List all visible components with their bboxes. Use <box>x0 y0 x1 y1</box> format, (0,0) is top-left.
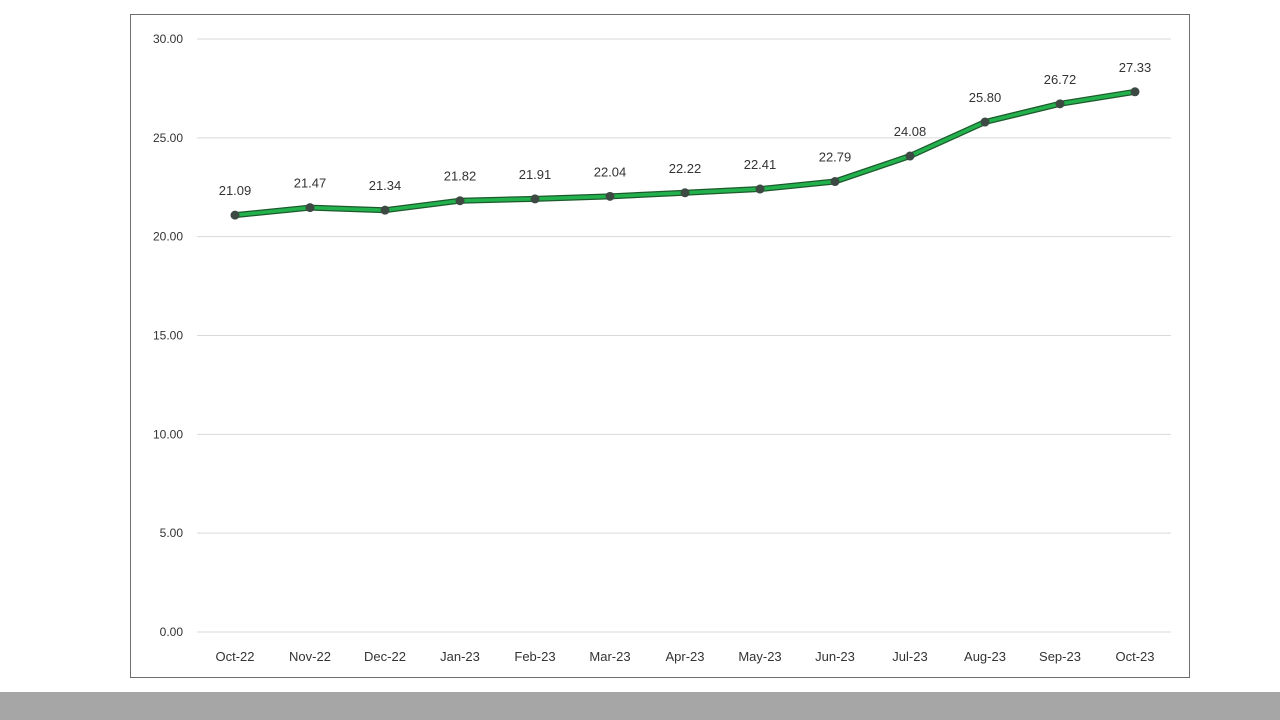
y-tick-label: 15.00 <box>153 329 183 343</box>
x-tick-label: Jul-23 <box>892 649 927 664</box>
x-tick-label: Aug-23 <box>964 649 1006 664</box>
chart-title <box>130 0 1192 8</box>
data-point <box>680 188 690 198</box>
data-point <box>1130 87 1140 97</box>
y-tick-label: 10.00 <box>153 427 183 441</box>
y-axis-ticks: 0.00 5.00 10.00 15.00 20.00 25.00 30.00 <box>153 32 183 639</box>
x-tick-label: Oct-23 <box>1115 649 1154 664</box>
x-tick-label: Jun-23 <box>815 649 855 664</box>
y-tick-label: 5.00 <box>160 526 184 540</box>
data-label: 21.47 <box>294 176 327 191</box>
x-tick-label: Apr-23 <box>665 649 704 664</box>
x-tick-label: May-23 <box>738 649 781 664</box>
data-label: 22.04 <box>594 164 627 179</box>
data-point <box>1055 99 1065 109</box>
data-point <box>380 205 390 215</box>
x-tick-label: Dec-22 <box>364 649 406 664</box>
data-label: 21.82 <box>444 169 477 184</box>
grid-lines <box>197 38 1171 633</box>
y-tick-label: 30.00 <box>153 32 183 46</box>
data-label: 24.08 <box>894 124 927 139</box>
data-point <box>755 184 765 194</box>
data-label: 22.22 <box>669 161 702 176</box>
line-chart: 0.00 5.00 10.00 15.00 20.00 25.00 30.00 Oct-22… <box>153 32 1171 664</box>
y-tick-label: 0.00 <box>160 625 184 639</box>
y-tick-label: 25.00 <box>153 131 183 145</box>
series-group <box>230 87 1140 220</box>
data-point <box>980 117 990 127</box>
data-label: 22.79 <box>819 150 852 165</box>
data-label: 21.09 <box>219 183 252 198</box>
x-tick-label: Feb-23 <box>514 649 555 664</box>
x-tick-label: Jan-23 <box>440 649 480 664</box>
data-point <box>305 203 315 213</box>
data-labels: 21.09 21.47 21.34 21.82 21.91 22.04 22.22 22.41… <box>219 60 1152 198</box>
data-label: 27.33 <box>1119 60 1152 75</box>
chart-frame: 0.00 5.00 10.00 15.00 20.00 25.00 30.00 Oct-22… <box>130 14 1190 678</box>
data-label: 22.41 <box>744 157 777 172</box>
data-label: 26.72 <box>1044 72 1077 87</box>
data-label: 21.34 <box>369 178 402 193</box>
x-tick-label: Oct-22 <box>215 649 254 664</box>
x-tick-label: Mar-23 <box>589 649 630 664</box>
data-point <box>605 191 615 201</box>
data-point <box>830 177 840 187</box>
y-tick-label: 20.00 <box>153 230 183 244</box>
data-label: 25.80 <box>969 90 1002 105</box>
data-point <box>230 210 240 220</box>
data-point <box>455 196 465 206</box>
x-tick-label: Sep-23 <box>1039 649 1081 664</box>
x-tick-label: Nov-22 <box>289 649 331 664</box>
data-point <box>530 194 540 204</box>
x-axis-ticks: Oct-22 Nov-22 Dec-22 Jan-23 Feb-23 Mar-23 Apr-… <box>215 649 1154 664</box>
data-label: 21.91 <box>519 167 552 182</box>
data-point <box>905 151 915 161</box>
bottom-bar <box>0 692 1280 720</box>
